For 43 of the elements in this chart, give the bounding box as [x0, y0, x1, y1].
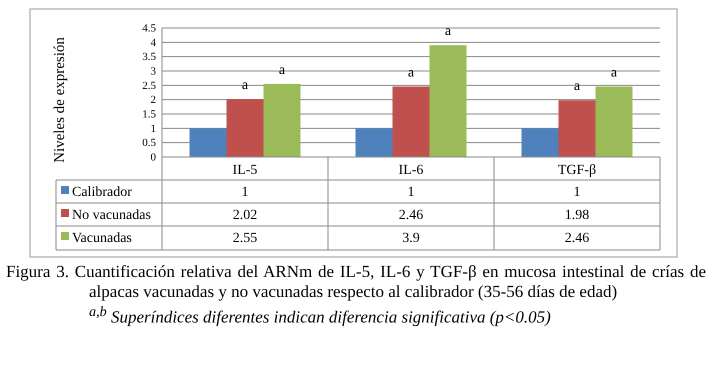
- data-label: 2.55: [232, 231, 258, 246]
- bar: [226, 99, 264, 157]
- legend-label: No vacunadas: [72, 208, 151, 223]
- bar: [356, 128, 392, 157]
- data-label: 2.46: [398, 208, 424, 223]
- bar: [522, 128, 558, 157]
- y-tick-label: 0.5: [142, 137, 156, 150]
- y-tick-label: 2.5: [142, 80, 156, 92]
- y-tick-label: 1: [150, 122, 156, 135]
- y-tick-label: 0: [150, 152, 156, 164]
- y-axis-title: Niveles de expresión: [52, 36, 68, 163]
- data-label: 1: [242, 185, 248, 200]
- y-tick-label: 4.5: [142, 22, 156, 35]
- annotation: a: [242, 78, 249, 94]
- bar: [392, 86, 430, 157]
- annotation: a: [278, 62, 286, 78]
- bar: [190, 128, 226, 157]
- x-tick-label: TGF-β: [558, 163, 596, 178]
- text: $^{a,b}$ Superíndices diferentes indican diferencia significativa (p<0.05): [88, 303, 552, 328]
- bar: [558, 100, 596, 157]
- legend-label: Calibrador: [72, 185, 132, 200]
- text: Figura 3. Cuantificación relativa del ARNm de IL-5, IL-6 y TGF-β en mucosa intestinal de crías de alpacas vacunadas y no vacunadas respecto al calibrador (35-56 días de edad): [6, 262, 706, 302]
- annotation: a: [444, 24, 452, 40]
- data-label: 1.98: [564, 208, 590, 223]
- data-label: 1: [408, 185, 414, 200]
- x-tick-label: IL-5: [232, 163, 258, 178]
- data-label: 2.46: [564, 231, 590, 246]
- bar: [430, 45, 466, 157]
- y-tick-label: 1.5: [142, 108, 156, 121]
- data-label: 1: [574, 185, 580, 200]
- y-tick-label: 2: [150, 94, 156, 106]
- y-tick-label: 3: [150, 66, 156, 78]
- data-label: 3.9: [402, 231, 420, 246]
- legend-label: Vacunadas: [72, 231, 132, 246]
- data-label: 2.02: [232, 208, 258, 223]
- y-tick-label: 4: [150, 36, 156, 49]
- annotation: a: [408, 65, 415, 80]
- x-tick-label: IL-6: [398, 163, 424, 178]
- annotation: a: [574, 79, 581, 94]
- annotation: a: [610, 65, 618, 80]
- bar: [264, 84, 300, 157]
- y-tick-label: 3.5: [142, 51, 156, 64]
- bar: [596, 86, 632, 157]
